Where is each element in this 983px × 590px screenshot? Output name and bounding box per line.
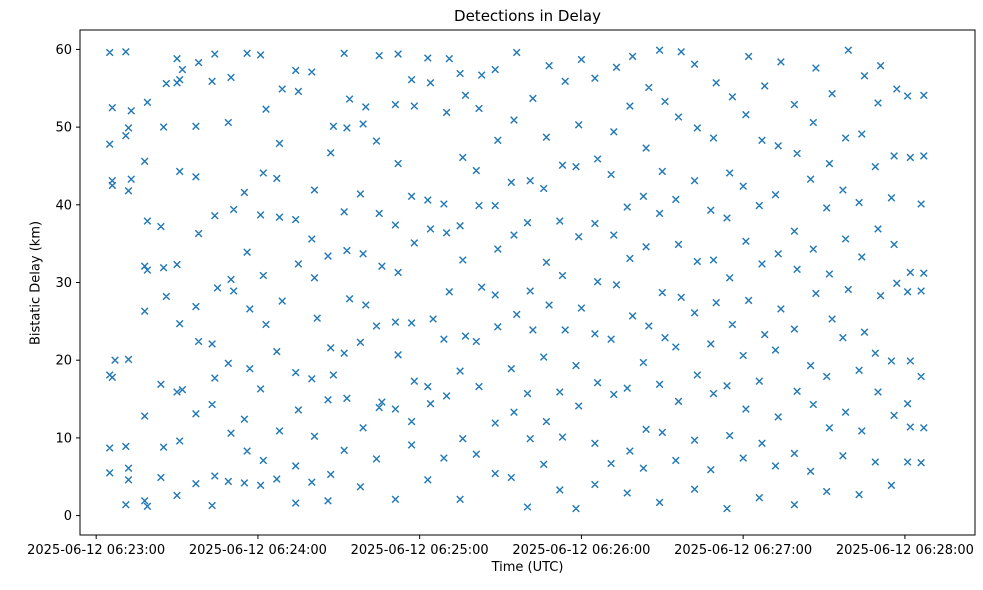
- y-tick-label: 20: [55, 354, 72, 369]
- y-tick-label: 10: [55, 431, 72, 446]
- x-tick-label: 2025-06-12 06:26:00: [512, 543, 650, 558]
- y-tick-label: 30: [55, 276, 72, 291]
- x-tick-label: 2025-06-12 06:25:00: [351, 543, 489, 558]
- x-tick-label: 2025-06-12 06:27:00: [674, 543, 812, 558]
- scatter-points: [105, 46, 928, 513]
- y-tick-label: 0: [64, 509, 72, 524]
- y-tick-label: 60: [55, 43, 72, 58]
- x-axis-label: Time (UTC): [491, 560, 564, 575]
- x-tick-label: 2025-06-12 06:28:00: [836, 543, 974, 558]
- chart-title: Detections in Delay: [454, 7, 601, 25]
- plot-frame: [79, 29, 976, 536]
- x-tick-label: 2025-06-12 06:23:00: [27, 543, 165, 558]
- y-tick-label: 50: [55, 121, 72, 136]
- y-tick-label: 40: [55, 198, 72, 213]
- x-tick-label: 2025-06-12 06:24:00: [189, 543, 327, 558]
